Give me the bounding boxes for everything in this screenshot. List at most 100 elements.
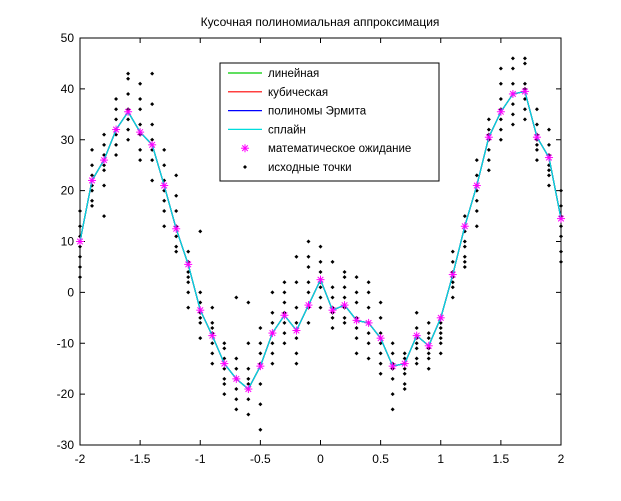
data-point (522, 56, 527, 61)
data-point (222, 346, 227, 351)
data-point (342, 285, 347, 290)
data-point (414, 310, 419, 315)
expected-marker (484, 133, 493, 142)
y-tick-label: 20 (61, 184, 75, 198)
data-point (102, 183, 107, 188)
data-point (342, 295, 347, 300)
data-point (270, 290, 275, 295)
data-point (246, 300, 251, 305)
data-point (78, 275, 82, 280)
data-point (390, 392, 395, 397)
expected-marker (532, 133, 541, 142)
data-point (234, 356, 239, 361)
y-tick-label: 40 (61, 82, 75, 96)
data-point (462, 264, 467, 269)
data-point (426, 356, 431, 361)
expected-marker (424, 341, 433, 350)
data-point (354, 351, 359, 356)
data-point (174, 173, 179, 178)
data-point (330, 325, 335, 330)
data-point (138, 147, 143, 152)
data-point (90, 173, 95, 178)
data-point (210, 325, 215, 330)
data-point (354, 300, 359, 305)
data-point (354, 290, 359, 295)
data-point (559, 249, 563, 254)
data-point (486, 147, 491, 152)
data-point (78, 208, 82, 213)
data-point (414, 346, 419, 351)
expected-marker (148, 140, 157, 149)
expected-marker (256, 362, 265, 371)
data-point (270, 361, 275, 366)
expected-marker (436, 313, 445, 322)
data-point (450, 295, 455, 300)
data-point (342, 270, 347, 275)
data-point (246, 412, 251, 417)
data-point (282, 320, 287, 325)
data-point (150, 71, 155, 76)
data-point (390, 376, 395, 381)
data-point (150, 137, 155, 142)
data-point (559, 224, 563, 229)
data-point (174, 249, 179, 254)
data-point (114, 107, 119, 112)
expected-marker (112, 125, 121, 134)
data-point (450, 280, 455, 285)
legend-swatch (243, 165, 247, 169)
data-point (270, 341, 275, 346)
data-point (474, 173, 479, 178)
x-tick-label: 2 (558, 452, 565, 466)
data-point (222, 392, 227, 397)
data-point (162, 208, 167, 213)
data-point (306, 239, 311, 244)
data-point (318, 270, 323, 275)
data-point (438, 336, 443, 341)
data-point (246, 366, 251, 371)
data-point (438, 351, 443, 356)
legend-label: полиномы Эрмита (268, 106, 367, 118)
data-point (258, 427, 263, 432)
data-point (78, 224, 82, 229)
data-point (510, 66, 515, 71)
x-tick-label: -1 (195, 452, 206, 466)
data-point (474, 158, 479, 163)
expected-marker (412, 331, 421, 340)
expected-marker (508, 89, 517, 98)
data-point (510, 81, 515, 86)
data-point (498, 97, 503, 102)
data-point (198, 290, 203, 295)
expected-markers (76, 87, 565, 394)
data-point (198, 300, 203, 305)
expected-marker (496, 107, 505, 116)
data-point (354, 325, 359, 330)
data-point (522, 81, 527, 86)
y-tick-label: 0 (67, 285, 74, 299)
data-point (246, 341, 251, 346)
data-point (450, 259, 455, 264)
data-point (162, 198, 167, 203)
data-point (126, 127, 131, 132)
data-point (546, 173, 551, 178)
data-point (462, 239, 467, 244)
data-point (318, 285, 323, 290)
data-point (318, 295, 323, 300)
data-point (210, 361, 215, 366)
data-point (126, 137, 131, 142)
data-point (138, 158, 143, 163)
data-point (486, 127, 491, 132)
data-point (390, 351, 395, 356)
data-point (90, 147, 95, 152)
data-point (366, 280, 371, 285)
data-point (174, 234, 179, 239)
data-point (258, 351, 263, 356)
data-point (522, 117, 527, 122)
data-point (510, 112, 515, 117)
data-point (390, 407, 395, 412)
data-point (378, 351, 383, 356)
x-tick-label: -1.5 (130, 452, 151, 466)
scatter-points (78, 56, 563, 432)
data-point (366, 290, 371, 295)
expected-marker (172, 224, 181, 233)
data-point (294, 336, 299, 341)
